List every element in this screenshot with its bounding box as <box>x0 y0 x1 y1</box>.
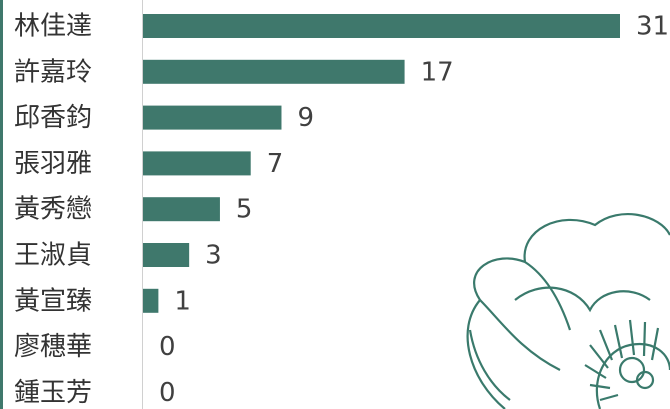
category-label: 鍾玉芳 <box>14 378 92 408</box>
category-label: 林佳達 <box>14 12 92 42</box>
value-label: 1 <box>174 286 191 316</box>
value-label: 9 <box>297 103 314 133</box>
bar <box>143 243 189 267</box>
value-label: 5 <box>236 195 253 225</box>
bar <box>143 151 251 175</box>
flower-decoration <box>468 214 670 409</box>
value-label: 31 <box>636 12 669 42</box>
category-label: 張羽雅 <box>14 149 92 179</box>
chart: 林佳達 31 許嘉玲 17 邱香鈞 9 張羽雅 7 黃秀戀 5 王淑貞 3 黃宣臻 1 廖穗華 0 鍾玉芳 0 <box>0 0 670 409</box>
bar <box>143 60 405 84</box>
bar <box>143 197 220 221</box>
left-border <box>0 0 3 409</box>
bar <box>143 14 620 38</box>
bar <box>143 106 281 130</box>
value-label: 0 <box>159 332 176 362</box>
category-label: 邱香鈞 <box>14 103 92 133</box>
value-label: 3 <box>205 241 222 271</box>
value-label: 17 <box>421 57 454 87</box>
category-label: 黃秀戀 <box>14 195 92 225</box>
bar <box>143 289 158 313</box>
category-label: 王淑貞 <box>14 241 92 271</box>
category-label: 黃宣臻 <box>14 286 92 316</box>
value-label: 0 <box>159 378 176 408</box>
category-label: 許嘉玲 <box>14 57 92 87</box>
category-label: 廖穗華 <box>14 332 92 362</box>
value-label: 7 <box>267 149 284 179</box>
page: {"chart_data": {"type": "bar", "orientat… <box>0 0 670 409</box>
